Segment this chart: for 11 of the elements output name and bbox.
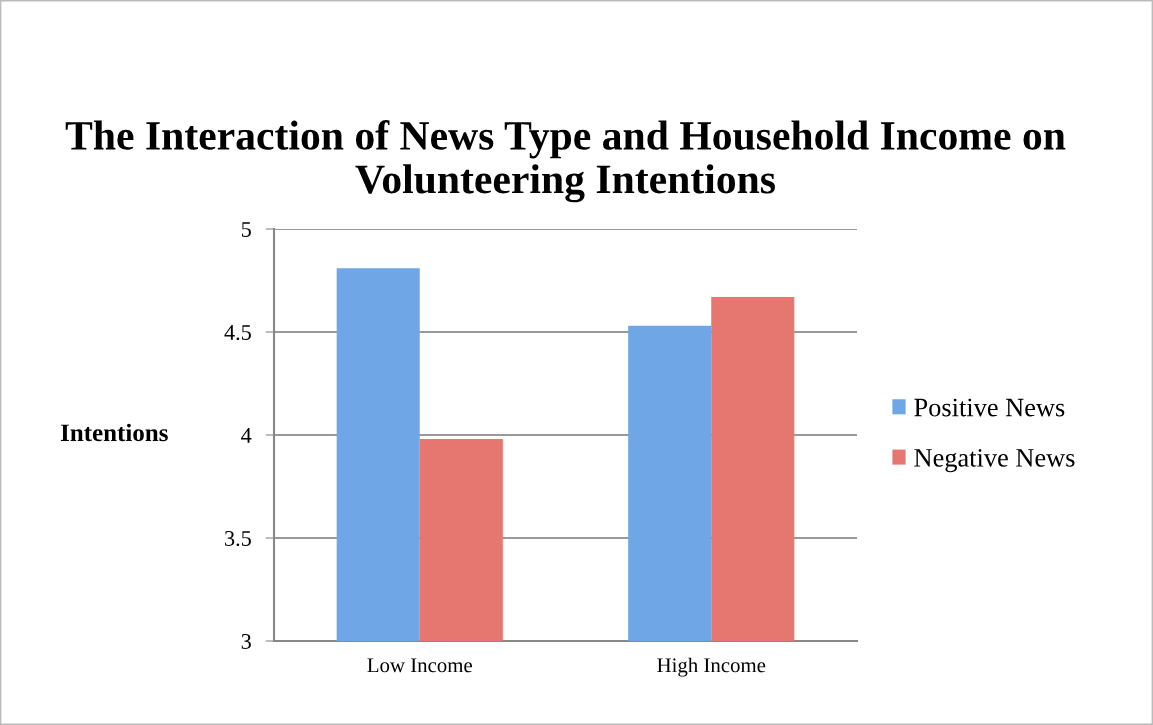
legend-label: Positive News xyxy=(914,398,1065,417)
chart-title: The Interaction of News Type and Household Income on Volunteering Intentions xyxy=(65,120,1066,203)
y-tick-label: 3.5 xyxy=(225,530,251,547)
y-tick-label: 4.5 xyxy=(224,325,251,341)
y-tick-label: 3 xyxy=(241,633,251,649)
legend-label: Negative News xyxy=(914,448,1075,473)
y-tick-label: 5 xyxy=(241,222,251,237)
y-axis-title: Intentions xyxy=(60,423,168,442)
y-tick-label: 4 xyxy=(241,428,252,443)
x-tick-label: High Income xyxy=(657,657,766,677)
x-tick-label: Low Income xyxy=(367,658,472,673)
